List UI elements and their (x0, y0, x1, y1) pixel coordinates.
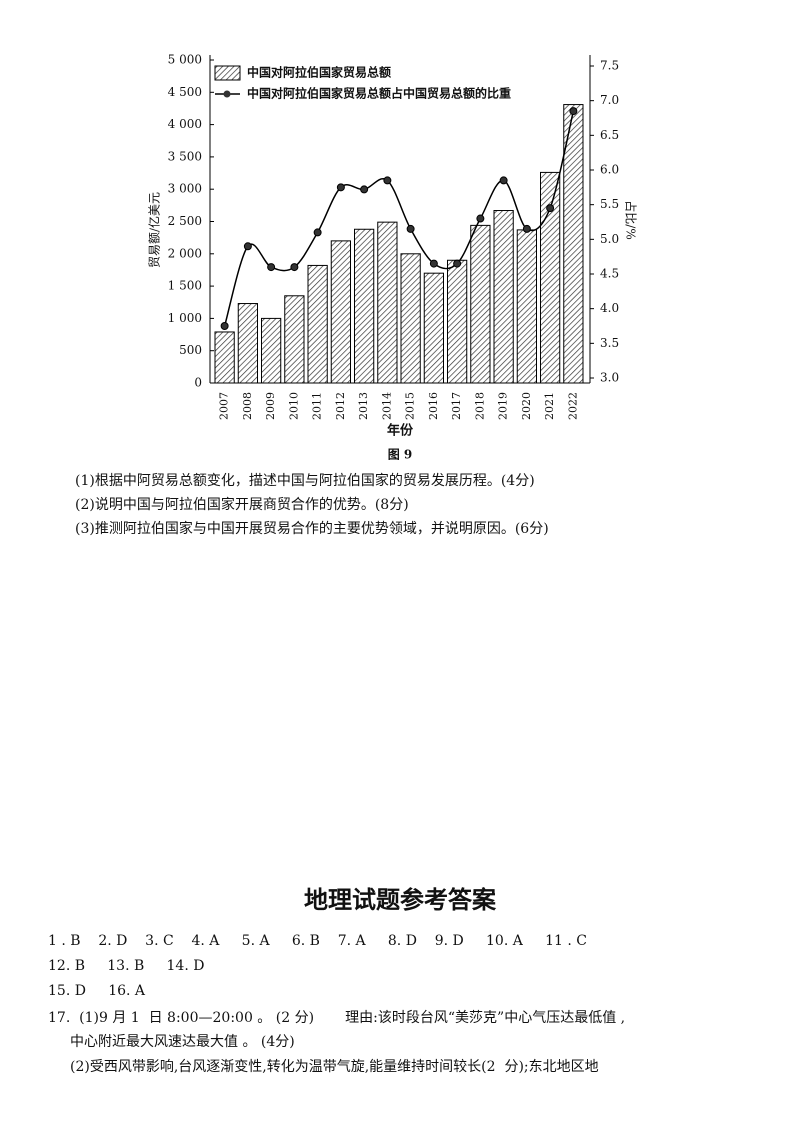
answer-line: (2)受西风带影响,台风逐渐变性,转化为温带气旋,能量维持时间较长(2 分);东… (70, 1059, 599, 1075)
bar (330, 240, 351, 384)
answer-line: 15. D 16. A (48, 983, 146, 999)
legend-swatch (214, 65, 241, 81)
answers-title: 地理试题参考答案 (304, 886, 496, 914)
x-tick-label: 2012 (334, 392, 347, 420)
x-tick-label: 2007 (218, 392, 231, 420)
y-axis-label: 贸易额/亿美元 (147, 192, 162, 268)
bar (307, 264, 328, 384)
x-tick-label: 2016 (427, 392, 440, 420)
bar (516, 229, 537, 384)
line-point (476, 214, 485, 223)
y2-tick-label: 4.0 (600, 301, 619, 315)
answer-line: 中心附近最大风速达最大值 。 (4分) (70, 1034, 295, 1050)
line-point (383, 176, 392, 185)
line-point (336, 183, 345, 192)
bar (354, 228, 375, 384)
bar (400, 253, 421, 384)
figure-caption: 图 9 (388, 448, 413, 462)
line-point (499, 176, 508, 185)
answer-line: 17. (1)9 月 1 日 8:00—20:00 。 (2 分) 理由:该时段… (48, 1010, 626, 1026)
y-tick-label: 2 000 (168, 246, 202, 260)
x-tick-label: 2017 (450, 392, 463, 420)
question: (2)说明中国与阿拉伯国家开展商贸合作的优势。(8分) (75, 497, 409, 513)
bar (493, 210, 514, 384)
y2-tick-label: 3.0 (600, 371, 619, 385)
line-point (406, 224, 415, 233)
line-point (429, 259, 438, 268)
x-tick-label: 2022 (566, 392, 579, 420)
y-tick-label: 4 500 (168, 85, 202, 99)
line-point (360, 185, 369, 194)
bar (377, 221, 398, 384)
x-tick-label: 2010 (287, 392, 300, 420)
y2-tick-label: 5.0 (600, 232, 619, 246)
y-tick-label: 2 500 (168, 214, 202, 228)
y-tick-label: 5 000 (168, 53, 202, 67)
legend-label: 中国对阿拉伯国家贸易总额占中国贸易总额的比重 (247, 86, 511, 101)
y2-tick-label: 3.5 (600, 336, 619, 350)
y2-tick-label: 7.5 (600, 59, 619, 73)
y-tick-label: 1 000 (168, 311, 202, 325)
x-tick-label: 2008 (241, 392, 254, 420)
y-tick-label: 0 (194, 376, 202, 390)
x-tick-label: 2021 (543, 392, 556, 420)
question: (1)根据中阿贸易总额变化，描述中国与阿拉伯国家的贸易发展历程。(4分) (75, 473, 535, 489)
bar (447, 259, 468, 384)
x-tick-label: 2011 (311, 392, 324, 420)
y2-tick-label: 4.5 (600, 267, 619, 281)
line-point (453, 259, 462, 268)
x-tick-label: 2018 (473, 392, 486, 420)
answer-line: 12. B 13. B 14. D (48, 958, 205, 974)
legend-swatch (223, 90, 231, 98)
answer-line: 1 . B 2. D 3. C 4. A 5. A 6. B 7. A 8. D… (48, 933, 587, 949)
y2-tick-label: 7.0 (600, 93, 619, 107)
y-tick-label: 1 500 (168, 279, 202, 293)
bar (470, 224, 491, 384)
y2-tick-label: 6.0 (600, 163, 619, 177)
line-point (267, 263, 276, 272)
line-point (569, 107, 578, 116)
bar (540, 171, 561, 384)
bar (284, 295, 305, 384)
y-tick-label: 4 000 (168, 117, 202, 131)
bar (563, 104, 584, 384)
legend-label: 中国对阿拉伯国家贸易总额 (247, 65, 391, 80)
line-point (546, 204, 555, 213)
y-tick-label: 3 000 (168, 182, 202, 196)
line-point (313, 228, 322, 237)
x-tick-label: 2020 (520, 392, 533, 420)
chart: 年份 贸易额/亿美元 占比/% 图 9 0 500 1 000 1 500 2 000 2… (147, 53, 639, 462)
bar (261, 317, 282, 384)
line-point (220, 322, 229, 330)
x-axis-label: 年份 (387, 423, 414, 439)
y2-axis-label: 占比/% (624, 200, 639, 239)
line-point (290, 263, 299, 272)
bar (237, 303, 258, 384)
line-point (243, 242, 252, 251)
line-point (522, 224, 531, 233)
y2-tick-label: 6.5 (600, 128, 619, 142)
question: (3)推测阿拉伯国家与中国开展贸易合作的主要优势领域，并说明原因。(6分) (75, 521, 549, 537)
y-tick-label: 3 500 (168, 149, 202, 163)
x-tick-label: 2014 (380, 392, 393, 420)
x-tick-label: 2019 (497, 392, 510, 420)
y2-tick-label: 5.5 (600, 197, 619, 211)
bar (214, 331, 235, 384)
y-tick-label: 500 (179, 343, 202, 357)
x-tick-label: 2009 (264, 392, 277, 420)
x-tick-label: 2013 (357, 392, 370, 420)
line (223, 110, 575, 327)
bar (423, 272, 444, 384)
x-tick-label: 2015 (404, 392, 417, 420)
